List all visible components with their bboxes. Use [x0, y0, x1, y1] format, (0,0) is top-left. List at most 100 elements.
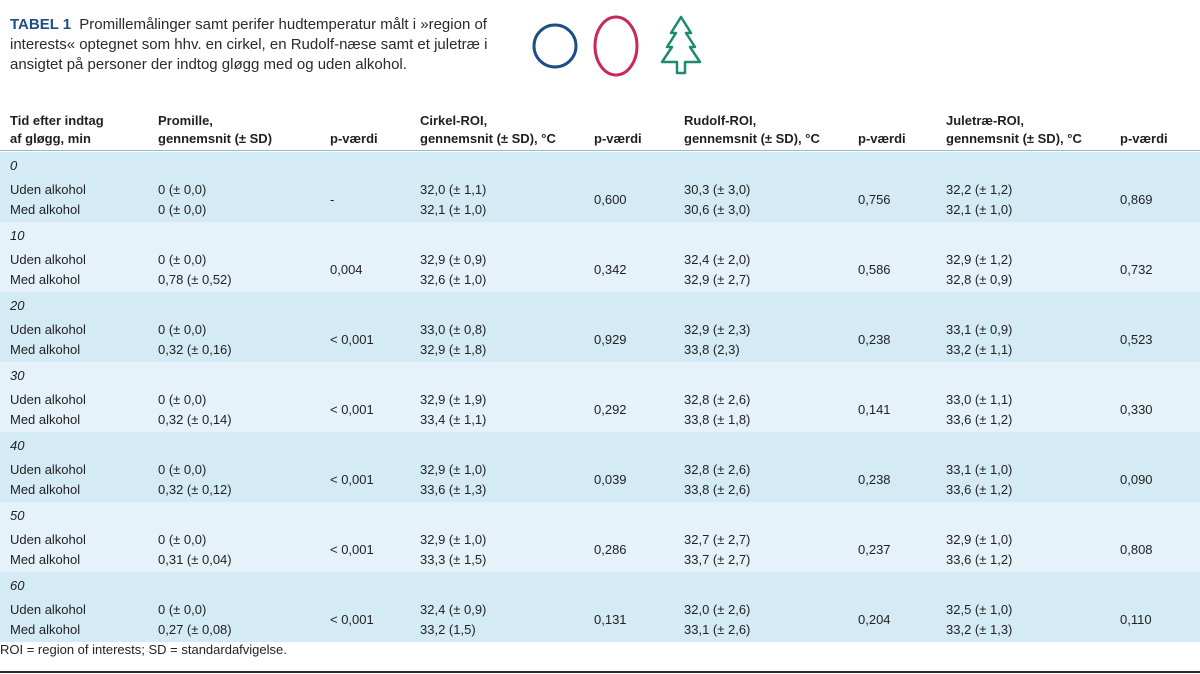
- column-header: p-værdi: [594, 131, 642, 146]
- juletrae-value: 32,9 (± 1,0): [946, 532, 1013, 547]
- time-label: 0: [10, 158, 18, 173]
- juletrae-value: 32,5 (± 1,0): [946, 602, 1013, 617]
- rudolf-value: 32,9 (± 2,3): [684, 322, 751, 337]
- time-label: 20: [10, 298, 25, 313]
- juletrae-value: 32,2 (± 1,2): [946, 182, 1013, 197]
- cirkel-p-value: 0,292: [594, 402, 627, 417]
- row-label: Med alkohol: [10, 272, 81, 287]
- column-header: Rudolf-ROI, gennemsnit (± SD), °C: [684, 113, 820, 146]
- table-number: TABEL 1: [10, 16, 72, 33]
- row-label: Med alkohol: [10, 552, 81, 567]
- juletrae-value: 33,6 (± 1,2): [946, 552, 1013, 567]
- promille-value: 0 (± 0,0): [158, 602, 207, 617]
- column-header: Cirkel-ROI, gennemsnit (± SD), °C: [420, 113, 556, 146]
- table-header: Tid efter indtag af gløgg, min Promille, …: [0, 102, 1200, 152]
- juletrae-value: 33,1 (± 0,9): [946, 322, 1013, 337]
- promille-p-value: 0,004: [330, 262, 363, 277]
- promille-p-value: < 0,001: [330, 542, 374, 557]
- cirkel-value: 32,9 (± 1,8): [420, 342, 487, 357]
- table-body: 0 Uden alkohol Med alkohol 0 (± 0,0) 0 (± 0,…: [0, 152, 1200, 642]
- row-label: Uden alkohol: [10, 182, 86, 197]
- rudolf-p-value: 0,204: [858, 612, 891, 627]
- rudolf-p-value: 0,586: [858, 262, 891, 277]
- rudolf-value: 32,4 (± 2,0): [684, 252, 751, 267]
- column-header: Promille, gennemsnit (± SD): [158, 113, 273, 146]
- christmas-tree-icon: [660, 15, 702, 75]
- row-label: Uden alkohol: [10, 462, 86, 477]
- cirkel-value: 32,9 (± 1,0): [420, 532, 487, 547]
- rudolf-p-value: 0,237: [858, 542, 891, 557]
- rudolf-value: 33,7 (± 2,7): [684, 552, 751, 567]
- rudolf-value: 30,3 (± 3,0): [684, 182, 751, 197]
- juletrae-p-value: 0,523: [1120, 332, 1153, 347]
- rudolf-value: 32,7 (± 2,7): [684, 532, 751, 547]
- juletrae-value: 32,1 (± 1,0): [946, 202, 1013, 217]
- juletrae-value: 33,2 (± 1,3): [946, 622, 1013, 637]
- cirkel-value: 32,9 (± 1,9): [420, 392, 487, 407]
- juletrae-p-value: 0,808: [1120, 542, 1153, 557]
- bottom-rule: [0, 671, 1200, 673]
- cirkel-value: 33,6 (± 1,3): [420, 482, 487, 497]
- rudolf-value: 33,1 (± 2,6): [684, 622, 751, 637]
- table-footnote: ROI = region of interests; SD = standard…: [0, 642, 287, 657]
- column-header: p-værdi: [1120, 131, 1168, 146]
- cirkel-p-value: 0,039: [594, 472, 627, 487]
- promille-value: 0,32 (± 0,16): [158, 342, 232, 357]
- juletrae-value: 32,8 (± 0,9): [946, 272, 1013, 287]
- promille-p-value: -: [330, 192, 335, 207]
- promille-p-value: < 0,001: [330, 402, 374, 417]
- promille-value: 0 (± 0,0): [158, 202, 207, 217]
- rudolf-value: 32,8 (± 2,6): [684, 392, 751, 407]
- row-label: Uden alkohol: [10, 532, 86, 547]
- row-label: Uden alkohol: [10, 322, 86, 337]
- rudolf-p-value: 0,238: [858, 332, 891, 347]
- promille-value: 0,32 (± 0,14): [158, 412, 232, 427]
- cirkel-value: 32,9 (± 0,9): [420, 252, 487, 267]
- row-label: Med alkohol: [10, 412, 81, 427]
- table-caption: TABEL 1 Promillemålinger samt perifer hu…: [10, 15, 515, 75]
- footnote-text: ROI = region of interests; SD = standard…: [0, 642, 287, 657]
- caption-text: Promillemålinger samt perifer hudtempera…: [10, 16, 488, 73]
- rudolf-value: 33,8 (2,3): [684, 342, 740, 357]
- promille-value: 0,78 (± 0,52): [158, 272, 232, 287]
- juletrae-value: 33,1 (± 1,0): [946, 462, 1013, 477]
- juletrae-value: 32,9 (± 1,2): [946, 252, 1013, 267]
- cirkel-value: 32,0 (± 1,1): [420, 182, 487, 197]
- promille-value: 0 (± 0,0): [158, 252, 207, 267]
- column-header: p-værdi: [330, 131, 378, 146]
- column-header: p-værdi: [858, 131, 906, 146]
- data-table: Tid efter indtag af gløgg, min Promille, …: [0, 102, 1200, 642]
- cirkel-value: 33,3 (± 1,5): [420, 552, 487, 567]
- row-label: Med alkohol: [10, 482, 81, 497]
- promille-value: 0 (± 0,0): [158, 182, 207, 197]
- cirkel-p-value: 0,342: [594, 262, 627, 277]
- time-group: 20 Uden alkohol Med alkohol 0 (± 0,0) 0,32 (…: [0, 292, 1200, 362]
- roi-icons: [528, 14, 708, 78]
- time-label: 30: [10, 368, 25, 383]
- rudolf-value: 32,0 (± 2,6): [684, 602, 751, 617]
- juletrae-p-value: 0,732: [1120, 262, 1153, 277]
- time-group: 10 Uden alkohol Med alkohol 0 (± 0,0) 0,78 (…: [0, 222, 1200, 292]
- circle-icon: [532, 23, 578, 69]
- promille-value: 0 (± 0,0): [158, 392, 207, 407]
- juletrae-p-value: 0,869: [1120, 192, 1153, 207]
- cirkel-p-value: 0,131: [594, 612, 627, 627]
- column-header: Juletræ-ROI, gennemsnit (± SD), °C: [946, 113, 1082, 146]
- rudolf-value: 30,6 (± 3,0): [684, 202, 751, 217]
- roi-icons-svg: [532, 15, 702, 77]
- time-group: 0 Uden alkohol Med alkohol 0 (± 0,0) 0 (± 0,…: [0, 152, 1200, 222]
- header-divider: [0, 150, 1200, 151]
- juletrae-value: 33,6 (± 1,2): [946, 412, 1013, 427]
- rudolf-value: 33,8 (± 1,8): [684, 412, 751, 427]
- promille-value: 0,31 (± 0,04): [158, 552, 232, 567]
- promille-value: 0 (± 0,0): [158, 532, 207, 547]
- cirkel-value: 32,6 (± 1,0): [420, 272, 487, 287]
- cirkel-value: 33,2 (1,5): [420, 622, 476, 637]
- juletrae-p-value: 0,090: [1120, 472, 1153, 487]
- juletrae-value: 33,6 (± 1,2): [946, 482, 1013, 497]
- promille-p-value: < 0,001: [330, 332, 374, 347]
- cirkel-value: 32,1 (± 1,0): [420, 202, 487, 217]
- row-label: Med alkohol: [10, 622, 81, 637]
- time-group: 30 Uden alkohol Med alkohol 0 (± 0,0) 0,32 (…: [0, 362, 1200, 432]
- time-group: 50 Uden alkohol Med alkohol 0 (± 0,0) 0,31 (…: [0, 502, 1200, 572]
